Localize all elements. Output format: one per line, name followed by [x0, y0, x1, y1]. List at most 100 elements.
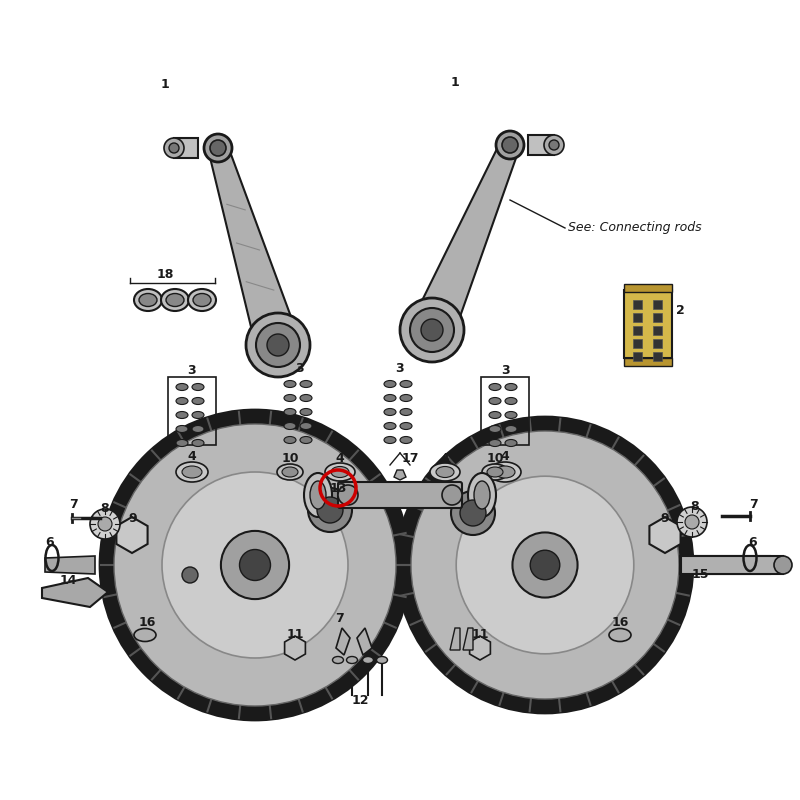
Ellipse shape	[284, 437, 296, 443]
Circle shape	[256, 323, 300, 367]
Ellipse shape	[176, 462, 208, 482]
Bar	[168, 377, 216, 445]
Ellipse shape	[384, 422, 396, 430]
Circle shape	[317, 497, 343, 523]
Ellipse shape	[384, 381, 396, 387]
FancyBboxPatch shape	[338, 482, 462, 508]
Ellipse shape	[400, 437, 412, 443]
Ellipse shape	[400, 381, 412, 387]
Text: 1: 1	[450, 75, 459, 89]
Circle shape	[411, 431, 679, 699]
Ellipse shape	[505, 411, 517, 418]
Ellipse shape	[176, 398, 188, 405]
Text: 6: 6	[46, 535, 54, 549]
Circle shape	[308, 488, 352, 532]
Circle shape	[162, 472, 348, 658]
Ellipse shape	[505, 439, 517, 446]
Bar	[633, 339, 642, 348]
Ellipse shape	[277, 464, 303, 480]
Ellipse shape	[284, 394, 296, 402]
Bar	[633, 313, 642, 322]
Text: 9: 9	[661, 511, 670, 525]
Ellipse shape	[505, 398, 517, 405]
Circle shape	[549, 140, 559, 150]
Ellipse shape	[384, 437, 396, 443]
Text: 14: 14	[59, 574, 77, 586]
Ellipse shape	[482, 464, 508, 480]
Circle shape	[397, 417, 693, 713]
Circle shape	[182, 567, 198, 583]
Circle shape	[685, 515, 699, 529]
Ellipse shape	[400, 394, 412, 402]
Ellipse shape	[134, 629, 156, 642]
Ellipse shape	[284, 381, 296, 387]
Ellipse shape	[474, 481, 490, 509]
Ellipse shape	[400, 409, 412, 415]
Ellipse shape	[325, 463, 355, 481]
Ellipse shape	[384, 394, 396, 402]
Polygon shape	[528, 135, 554, 155]
Ellipse shape	[333, 657, 343, 663]
Circle shape	[400, 298, 464, 362]
Ellipse shape	[377, 657, 387, 663]
Text: 8: 8	[690, 501, 699, 514]
Text: 4: 4	[336, 451, 344, 465]
Text: See: Connecting rods: See: Connecting rods	[568, 222, 702, 234]
Text: 4: 4	[501, 450, 510, 462]
Polygon shape	[357, 628, 372, 655]
Circle shape	[221, 531, 289, 599]
Ellipse shape	[192, 426, 204, 433]
Ellipse shape	[176, 426, 188, 433]
Circle shape	[456, 476, 634, 654]
Polygon shape	[681, 556, 783, 574]
Ellipse shape	[300, 409, 312, 415]
Text: 7: 7	[336, 611, 344, 625]
Circle shape	[210, 140, 226, 156]
Text: 4: 4	[188, 450, 196, 462]
Ellipse shape	[284, 422, 296, 430]
Bar	[653, 352, 662, 361]
Circle shape	[502, 137, 518, 153]
Text: 16: 16	[611, 615, 629, 629]
Ellipse shape	[400, 422, 412, 430]
Circle shape	[442, 485, 462, 505]
Bar	[653, 313, 662, 322]
Text: 18: 18	[156, 269, 174, 282]
Ellipse shape	[489, 426, 501, 433]
Ellipse shape	[192, 398, 204, 405]
Text: 13: 13	[330, 482, 346, 494]
Ellipse shape	[384, 409, 396, 415]
Polygon shape	[42, 578, 108, 607]
Text: 16: 16	[138, 615, 156, 629]
Text: 7: 7	[69, 498, 78, 511]
Polygon shape	[450, 628, 460, 650]
Ellipse shape	[176, 439, 188, 446]
Bar	[653, 300, 662, 309]
Text: 8: 8	[101, 502, 110, 514]
Ellipse shape	[489, 398, 501, 405]
Circle shape	[267, 334, 289, 356]
Ellipse shape	[430, 463, 460, 481]
Circle shape	[98, 517, 112, 531]
Ellipse shape	[282, 467, 298, 477]
Circle shape	[410, 308, 454, 352]
Polygon shape	[680, 556, 770, 574]
Ellipse shape	[362, 657, 374, 663]
Polygon shape	[463, 628, 473, 650]
Circle shape	[164, 138, 184, 158]
Circle shape	[246, 313, 310, 377]
Ellipse shape	[176, 383, 188, 390]
Circle shape	[90, 509, 120, 539]
Circle shape	[421, 319, 443, 341]
Ellipse shape	[300, 381, 312, 387]
Ellipse shape	[182, 466, 202, 478]
Bar	[624, 358, 672, 366]
Circle shape	[677, 507, 707, 537]
Polygon shape	[336, 628, 350, 655]
Ellipse shape	[505, 426, 517, 433]
Ellipse shape	[436, 466, 454, 478]
Ellipse shape	[489, 439, 501, 446]
Bar	[481, 377, 529, 445]
Ellipse shape	[489, 462, 521, 482]
Ellipse shape	[489, 411, 501, 418]
